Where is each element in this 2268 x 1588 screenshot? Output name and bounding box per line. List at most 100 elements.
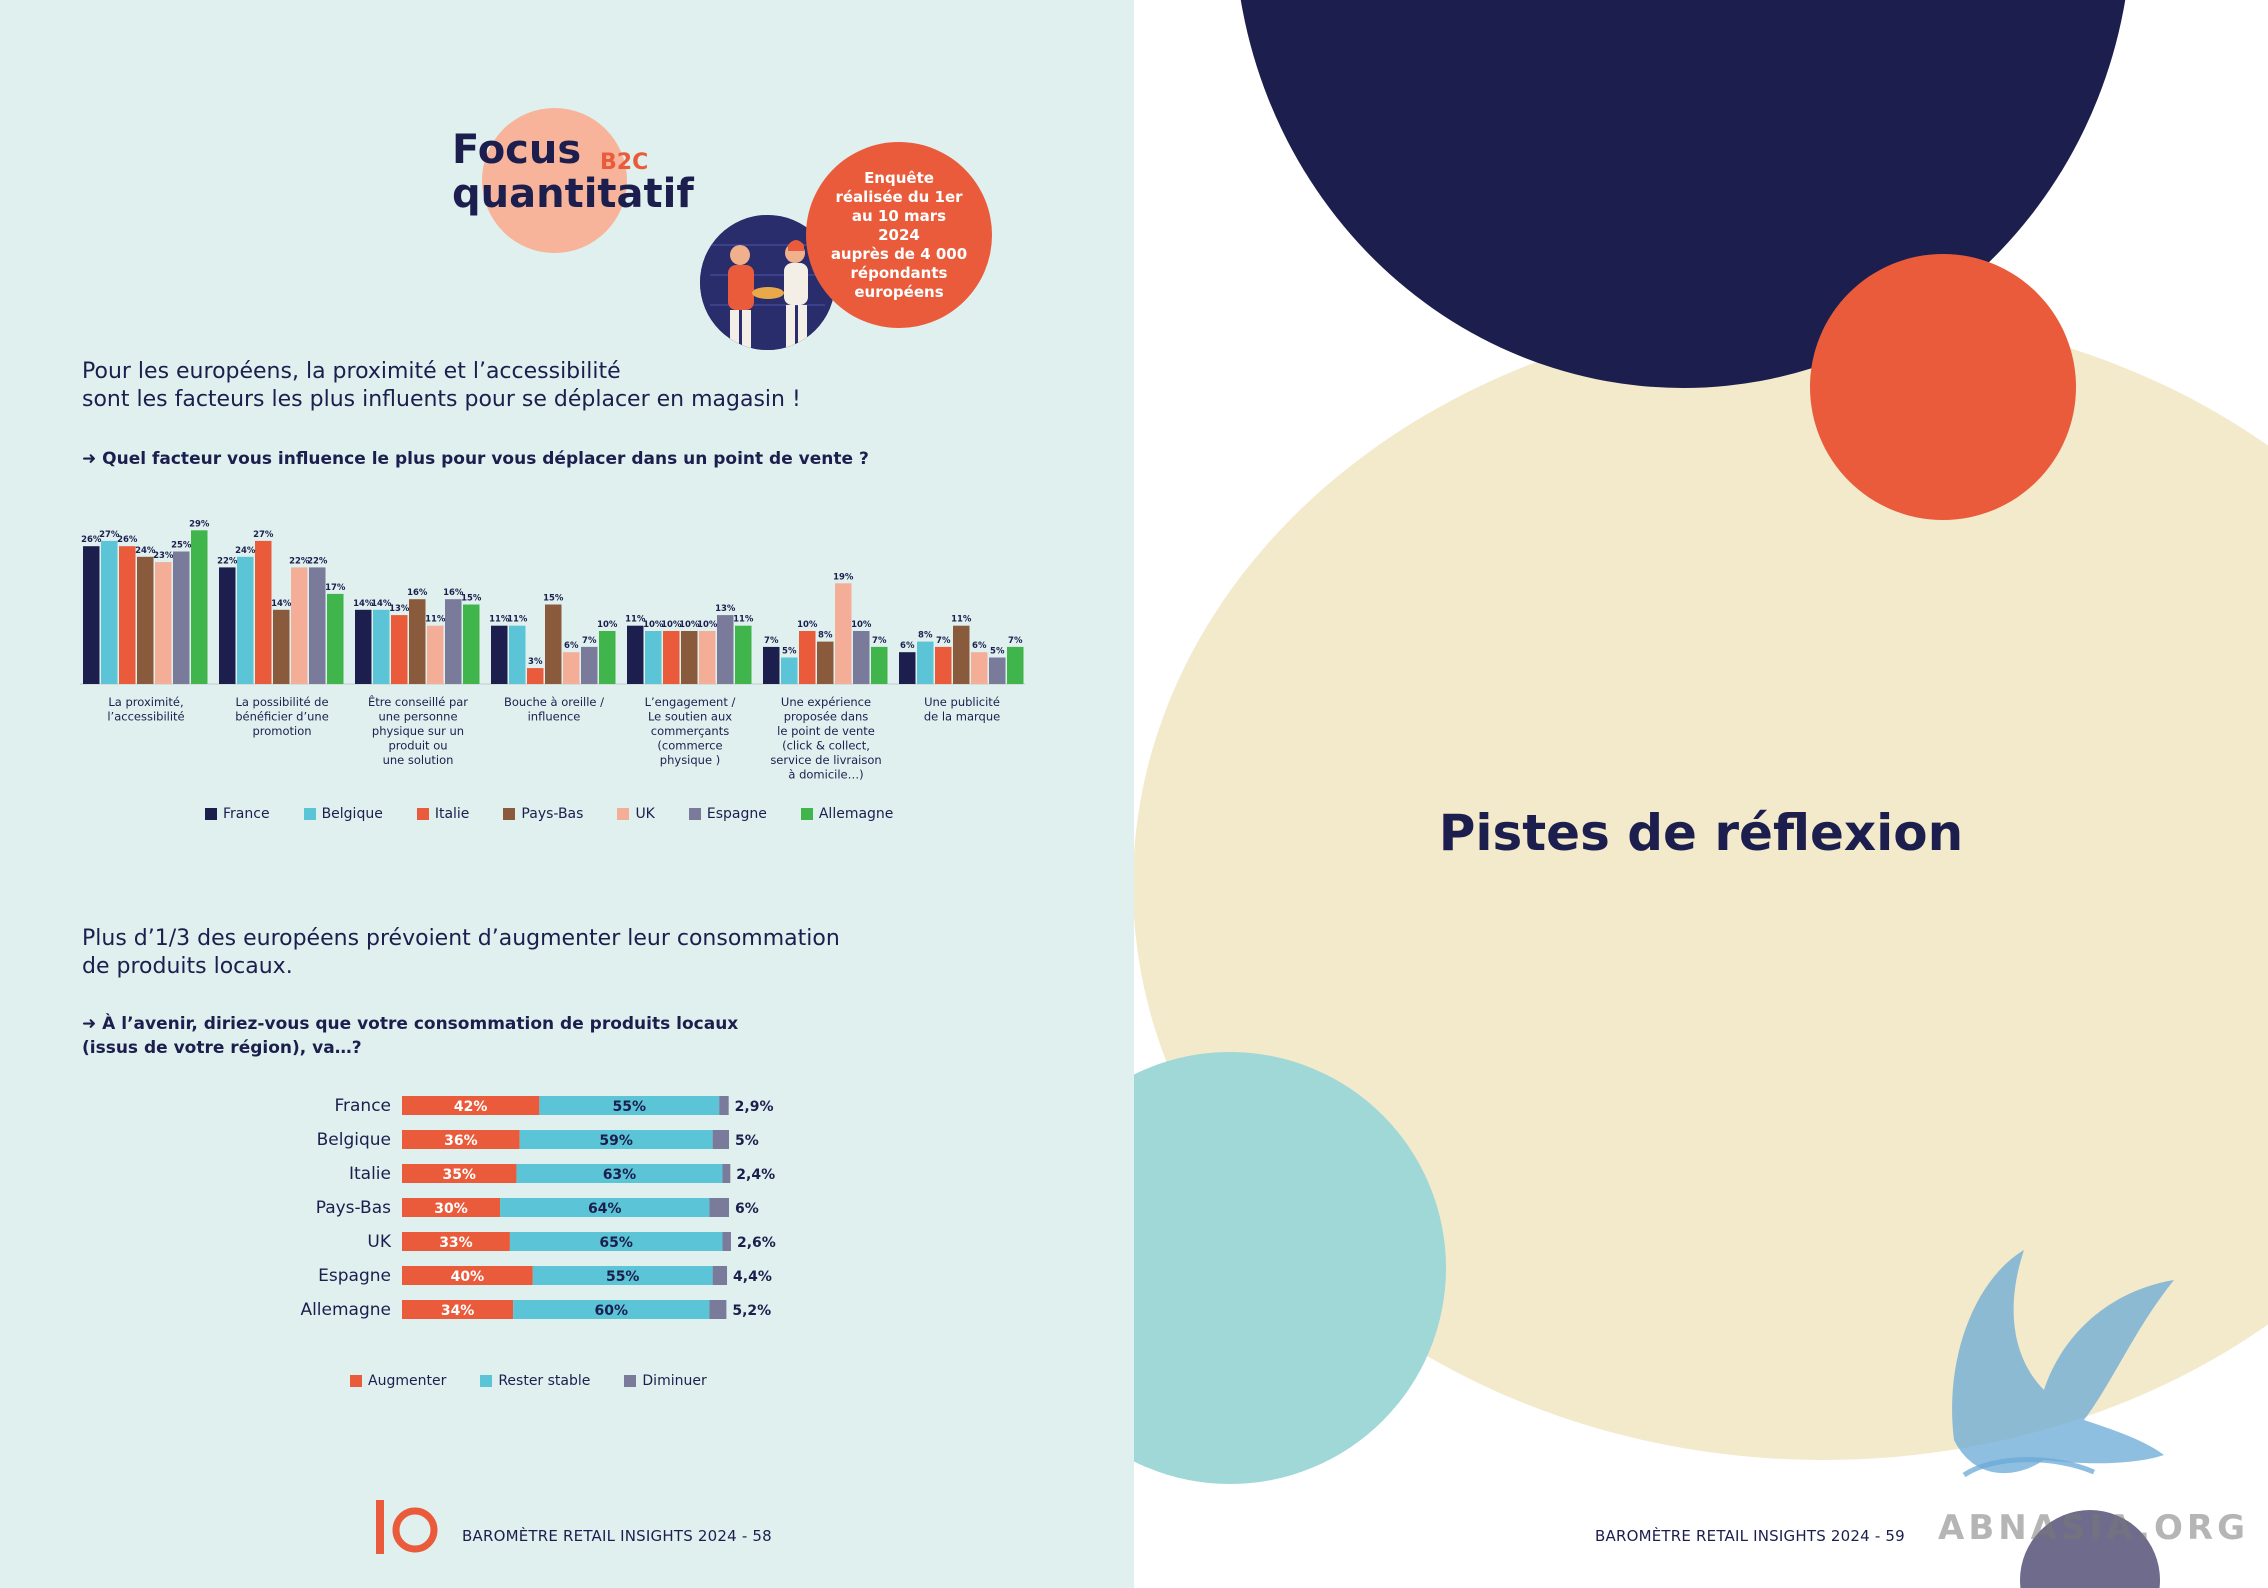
diminuer-value-label: 4,4% [733, 1269, 772, 1285]
bar-value-label: 10% [643, 620, 664, 630]
b2c-tag: B2C [600, 150, 649, 175]
bar-value-label: 13% [389, 604, 410, 614]
bar-value-label: 7% [872, 636, 887, 646]
bar-value-label: 14% [371, 599, 392, 609]
segment-value-label: 40% [451, 1269, 485, 1285]
legend-swatch [617, 808, 630, 820]
segment-diminuer [712, 1130, 729, 1149]
legend-label: Augmenter [368, 1373, 447, 1389]
bar-value-label: 8% [918, 631, 933, 641]
bar-value-label: 6% [564, 641, 579, 651]
bar-france-5 [763, 646, 780, 684]
bar-belgique-0 [101, 540, 118, 684]
bar-allemagne-2 [463, 604, 480, 684]
legend-swatch [503, 808, 516, 820]
diminuer-value-label: 6% [735, 1201, 759, 1217]
bar-espagne-1 [309, 567, 326, 684]
segment-rester-stable [509, 1232, 723, 1251]
legend-label: Espagne [706, 806, 767, 822]
bar-espagne-3 [581, 646, 598, 684]
legend-label: UK [635, 806, 655, 822]
legend-swatch [688, 808, 701, 820]
chart1-legend: France Belgique Italie Pays-Bas UK Espagne All… [205, 806, 927, 822]
segment-value-label: 33% [439, 1235, 473, 1251]
legend-swatch [350, 1375, 362, 1387]
bar-pays-bas-3 [545, 604, 562, 684]
bar-value-label: 19% [833, 572, 854, 582]
bar-value-label: 22% [307, 556, 328, 566]
footer-left: BAROMÈTRE RETAIL INSIGHTS 2024 - 58 [462, 1527, 772, 1545]
legend-swatch [303, 808, 316, 820]
bar-value-label: 16% [443, 588, 464, 598]
segment-rester-stable [500, 1198, 710, 1217]
legend-label: Rester stable [498, 1373, 591, 1389]
category-label: Une expérience proposée dans le point de v… [770, 695, 881, 782]
bar-belgique-2 [373, 609, 390, 684]
legend-label: Pays-Bas [521, 806, 584, 822]
focus-blob-decor [482, 108, 627, 253]
bar-value-label: 7% [582, 636, 597, 646]
survey-info-text: Enquête réalisée du 1er au 10 mars 2024 … [830, 168, 968, 301]
legend-item-belgique: Belgique [303, 806, 383, 822]
bar-france-0 [83, 546, 100, 684]
section1-headline: Pour les européens, la proximité et l’ac… [82, 359, 801, 412]
segment-value-label: 36% [444, 1133, 478, 1149]
bar-value-label: 7% [1008, 636, 1023, 646]
legend-item-france: France [205, 806, 270, 822]
segment-diminuer [722, 1232, 731, 1251]
bar-italie-6 [935, 646, 952, 684]
segment-value-label: 42% [454, 1099, 488, 1115]
bar-value-label: 11% [425, 615, 446, 625]
segment-diminuer [719, 1096, 729, 1115]
bar-value-label: 27% [253, 530, 274, 540]
bar-allemagne-5 [871, 646, 888, 684]
section2-question: ➜ À l’avenir, diriez-vous que votre cons… [82, 1014, 739, 1058]
factors-bar-chart: 26%27%26%24%23%25%29%La proximité, l’acce… [80, 519, 1025, 782]
bar-italie-5 [799, 631, 816, 684]
bar-espagne-6 [989, 657, 1006, 684]
segment-rester-stable [532, 1266, 713, 1285]
bar-uk-5 [835, 583, 852, 684]
bar-allemagne-3 [599, 631, 616, 684]
legend-item-uk: UK [617, 806, 655, 822]
segment-diminuer [709, 1198, 729, 1217]
bar-value-label: 10% [661, 620, 682, 630]
bar-italie-2 [391, 615, 408, 684]
bar-espagne-4 [717, 615, 734, 684]
legend-item-rester-stable: Rester stable [480, 1373, 590, 1389]
segment-value-label: 55% [613, 1099, 647, 1115]
bar-value-label: 23% [153, 551, 174, 561]
section2-headline: Plus d’1/3 des européens prévoient d’aug… [82, 926, 840, 979]
legend-swatch [624, 1375, 637, 1387]
bar-value-label: 6% [900, 641, 915, 651]
segment-value-label: 65% [599, 1235, 633, 1251]
category-label: L’engagement / Le soutien aux commerçants(… [645, 695, 736, 767]
category-label: Une publicité de la marque [924, 695, 1000, 724]
section1-question: ➜ Quel facteur vous influence le plus po… [82, 449, 869, 469]
bar-value-label: 11% [507, 615, 528, 625]
bar-value-label: 11% [625, 615, 646, 625]
bar-uk-6 [971, 652, 988, 684]
legend-label: Diminuer [642, 1373, 707, 1389]
legend-label: Allemagne [818, 806, 894, 822]
legend-item-augmenter: Augmenter [350, 1373, 446, 1389]
bar-value-label: 22% [217, 556, 238, 566]
bar-value-label: 3% [528, 657, 543, 667]
bar-value-label: 7% [764, 636, 779, 646]
bar-uk-0 [155, 562, 172, 684]
bar-france-1 [219, 567, 236, 684]
bar-value-label: 10% [679, 620, 700, 630]
diminuer-value-label: 5% [735, 1133, 759, 1149]
legend-item-espagne: Espagne [688, 806, 767, 822]
bar-allemagne-6 [1007, 646, 1024, 684]
bar-value-label: 5% [782, 647, 797, 657]
legend-item-pays-bas: Pays-Bas [503, 806, 583, 822]
legend-swatch [416, 808, 429, 820]
footer-right: BAROMÈTRE RETAIL INSIGHTS 2024 - 59 [1595, 1527, 1905, 1545]
focus-title-line1: Focus [452, 127, 582, 173]
left-page: Focus quantitatif B2C Enquête réalisée d… [0, 0, 1134, 1588]
category-label: Être conseillé par une personne physique s… [368, 694, 468, 767]
bar-value-label: 16% [407, 588, 428, 598]
bar-value-label: 14% [271, 599, 292, 609]
bar-value-label: 5% [990, 647, 1005, 657]
